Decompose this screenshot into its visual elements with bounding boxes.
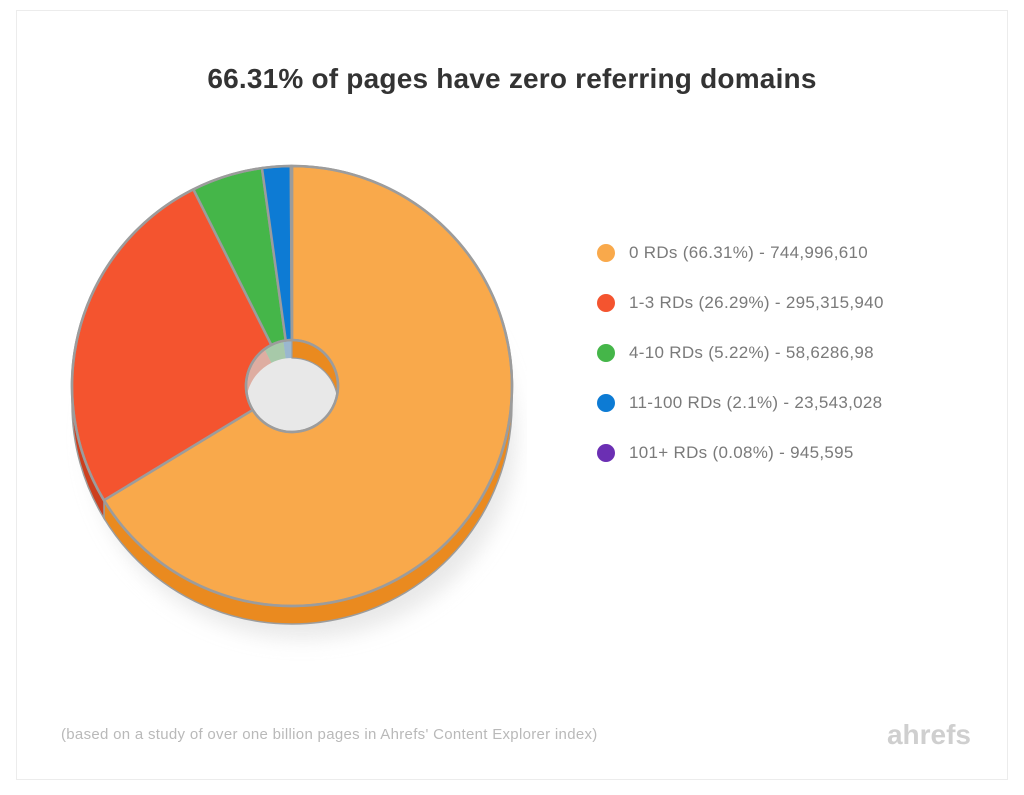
legend-item: 4-10 RDs (5.22%) - 58,6286,98 [597,343,997,363]
legend-swatch [597,294,615,312]
legend-label: 0 RDs (66.31%) - 744,996,610 [629,243,868,263]
donut-slice [291,166,292,340]
legend-swatch [597,394,615,412]
donut-chart [57,131,527,651]
legend-label: 101+ RDs (0.08%) - 945,595 [629,443,854,463]
brand-logo: ahrefs [887,719,971,751]
legend-item: 11-100 RDs (2.1%) - 23,543,028 [597,393,997,413]
legend-swatch [597,244,615,262]
legend-swatch [597,444,615,462]
legend-label: 1-3 RDs (26.29%) - 295,315,940 [629,293,884,313]
legend-label: 4-10 RDs (5.22%) - 58,6286,98 [629,343,874,363]
footer-note: (based on a study of over one billion pa… [61,726,598,743]
chart-title: 66.31% of pages have zero referring doma… [17,63,1007,95]
legend-item: 101+ RDs (0.08%) - 945,595 [597,443,997,463]
legend: 0 RDs (66.31%) - 744,996,610 1-3 RDs (26.… [597,243,997,493]
legend-swatch [597,344,615,362]
legend-item: 0 RDs (66.31%) - 744,996,610 [597,243,997,263]
donut-svg [57,131,527,671]
legend-label: 11-100 RDs (2.1%) - 23,543,028 [629,393,882,413]
legend-item: 1-3 RDs (26.29%) - 295,315,940 [597,293,997,313]
chart-card: 66.31% of pages have zero referring doma… [16,10,1008,780]
